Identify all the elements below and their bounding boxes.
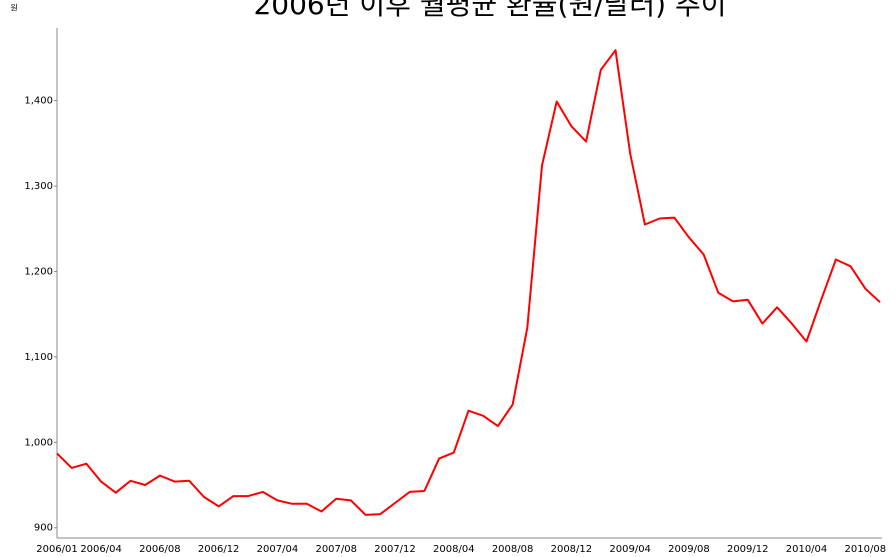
x-tick-label: 2006/04 xyxy=(80,544,122,555)
x-tick-label: 2010/04 xyxy=(786,544,828,555)
x-tick-label: 2009/04 xyxy=(609,544,651,555)
x-tick-label: 2009/12 xyxy=(727,544,769,555)
x-tick-label: 2007/04 xyxy=(257,544,299,555)
line-series xyxy=(56,49,881,516)
x-tick-label: 2008/04 xyxy=(433,544,475,555)
y-tick-label: 1,000 xyxy=(24,437,53,448)
x-tick-label: 2006/08 xyxy=(139,544,181,555)
x-tick-label: 2007/12 xyxy=(374,544,416,555)
x-tick-label: 2006/01 xyxy=(36,544,78,555)
x-tick-label: 2010/08 xyxy=(845,544,887,555)
chart-title: 2006년 이후 월평균 환율(원/달러) 추이 xyxy=(253,0,726,21)
x-tick-label: 2008/12 xyxy=(551,544,593,555)
x-tick-label: 2008/08 xyxy=(492,544,534,555)
y-tick-label: 1,100 xyxy=(24,352,53,363)
y-axis-label: 원 xyxy=(10,4,17,13)
y-tick-label: 1,300 xyxy=(24,181,53,192)
x-tick-label: 2007/08 xyxy=(315,544,357,555)
x-tick-label: 2006/12 xyxy=(198,544,240,555)
x-tick-label: 2009/08 xyxy=(668,544,710,555)
y-tick-label: 900 xyxy=(34,523,53,534)
y-tick-label: 1,200 xyxy=(24,266,53,277)
y-tick-label: 1,400 xyxy=(24,96,53,107)
